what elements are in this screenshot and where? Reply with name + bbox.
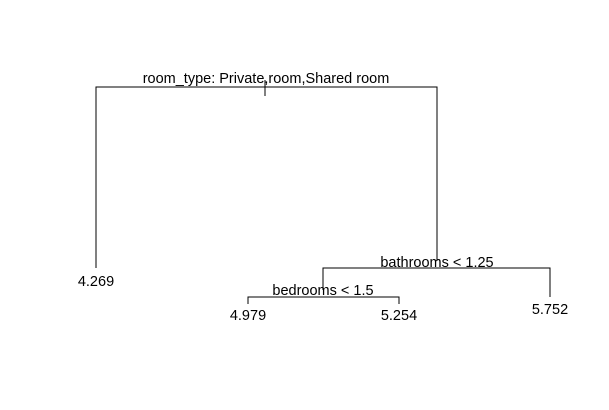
- leaf-value-left: 4.269: [78, 274, 114, 290]
- root-branch-lines: [95, 86, 438, 268]
- bathrooms-split-label: bathrooms < 1.25: [380, 255, 493, 271]
- root-split-label: room_type: Private,room,Shared room: [143, 71, 390, 87]
- leaf-value-bathrooms-right: 5.752: [532, 302, 568, 318]
- bedrooms-split-label: bedrooms < 1.5: [272, 283, 373, 299]
- bedrooms-split: bedrooms < 1.5: [247, 283, 400, 304]
- bathrooms-split: bathrooms < 1.25: [322, 255, 551, 297]
- leaf-value-bedrooms-right: 5.254: [381, 308, 417, 324]
- leaf-value-bedrooms-left: 4.979: [230, 308, 266, 324]
- bathrooms-branch-lines: [322, 267, 551, 297]
- bedrooms-branch-lines: [247, 296, 400, 304]
- root-split: room_type: Private,room,Shared room: [95, 71, 438, 268]
